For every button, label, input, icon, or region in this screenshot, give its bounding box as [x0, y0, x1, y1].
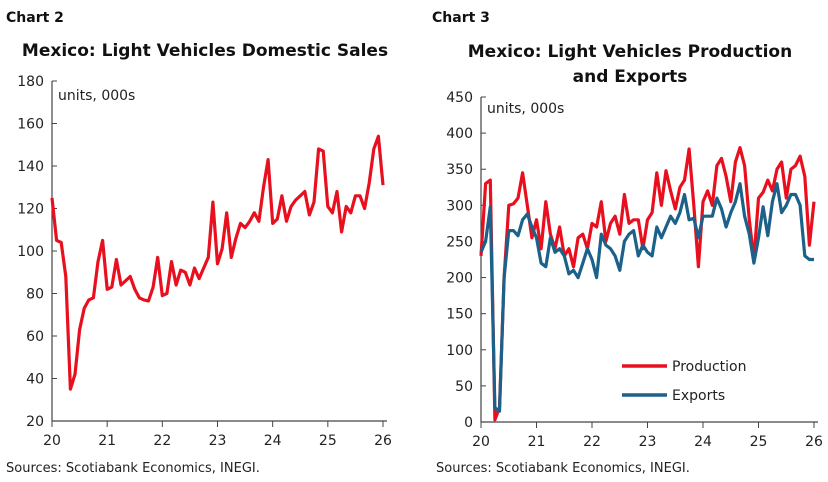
- y-tick-label: 120: [17, 202, 44, 218]
- y-tick-label: 250: [446, 234, 473, 250]
- x-tick-label: 23: [639, 434, 657, 450]
- chart2-number: Chart 2: [6, 10, 64, 26]
- y-tick-label: 160: [17, 117, 44, 133]
- y-tick-label: 350: [446, 162, 473, 178]
- x-tick-label: 20: [472, 434, 490, 450]
- chart2-plot: 20 40 60 80 100 120 140 160 180 20 21 22 23 24 25 26: [17, 74, 392, 449]
- x-tick-label: 20: [43, 433, 61, 449]
- x-tick-label: 25: [750, 434, 768, 450]
- chart3-source: Sources: Scotiabank Economics, INEGI.: [436, 461, 690, 476]
- chart3-plot: 0 50 100 150 200 250 300 350 400 450 20 21 22 23 24 25 2…: [446, 90, 823, 450]
- y-tick-label: 20: [26, 414, 44, 430]
- x-tick-label: 21: [98, 433, 116, 449]
- x-tick-label: 26: [374, 433, 392, 449]
- chart2-units-label: units, 000s: [58, 88, 135, 104]
- x-tick-label: 24: [264, 433, 282, 449]
- x-tick-label: 22: [583, 434, 601, 450]
- y-tick-label: 300: [446, 198, 473, 214]
- y-tick-label: 140: [17, 159, 44, 175]
- chart3-number: Chart 3: [432, 10, 490, 26]
- x-tick-label: 26: [805, 434, 823, 450]
- chart3-legend: Production Exports: [622, 359, 746, 404]
- x-tick-label: 23: [209, 433, 227, 449]
- y-tick-label: 200: [446, 271, 473, 287]
- y-tick-label: 450: [446, 90, 473, 106]
- y-tick-label: 0: [464, 415, 473, 431]
- x-tick-label: 24: [694, 434, 712, 450]
- chart3-title-line2: and Exports: [573, 67, 688, 87]
- sales-series-line: [50, 134, 385, 391]
- chart2-title: Mexico: Light Vehicles Domestic Sales: [22, 41, 388, 61]
- y-tick-label: 150: [446, 307, 473, 323]
- x-tick-label: 21: [528, 434, 546, 450]
- y-tick-label: 40: [26, 372, 44, 388]
- chart3-units-label: units, 000s: [487, 101, 564, 117]
- x-tick-label: 22: [153, 433, 171, 449]
- production-series-line: [479, 146, 816, 422]
- y-tick-label: 180: [17, 74, 44, 90]
- y-tick-label: 60: [26, 329, 44, 345]
- exports-series-line: [479, 182, 814, 413]
- y-tick-label: 50: [455, 379, 473, 395]
- legend-production-label: Production: [672, 359, 746, 375]
- chart2-source: Sources: Scotiabank Economics, INEGI.: [6, 461, 260, 476]
- y-tick-label: 100: [446, 343, 473, 359]
- legend-exports-label: Exports: [672, 388, 725, 404]
- y-tick-label: 100: [17, 244, 44, 260]
- y-tick-label: 80: [26, 287, 44, 303]
- chart3-title-line1: Mexico: Light Vehicles Production: [468, 42, 792, 62]
- y-tick-label: 400: [446, 126, 473, 142]
- x-tick-label: 25: [319, 433, 337, 449]
